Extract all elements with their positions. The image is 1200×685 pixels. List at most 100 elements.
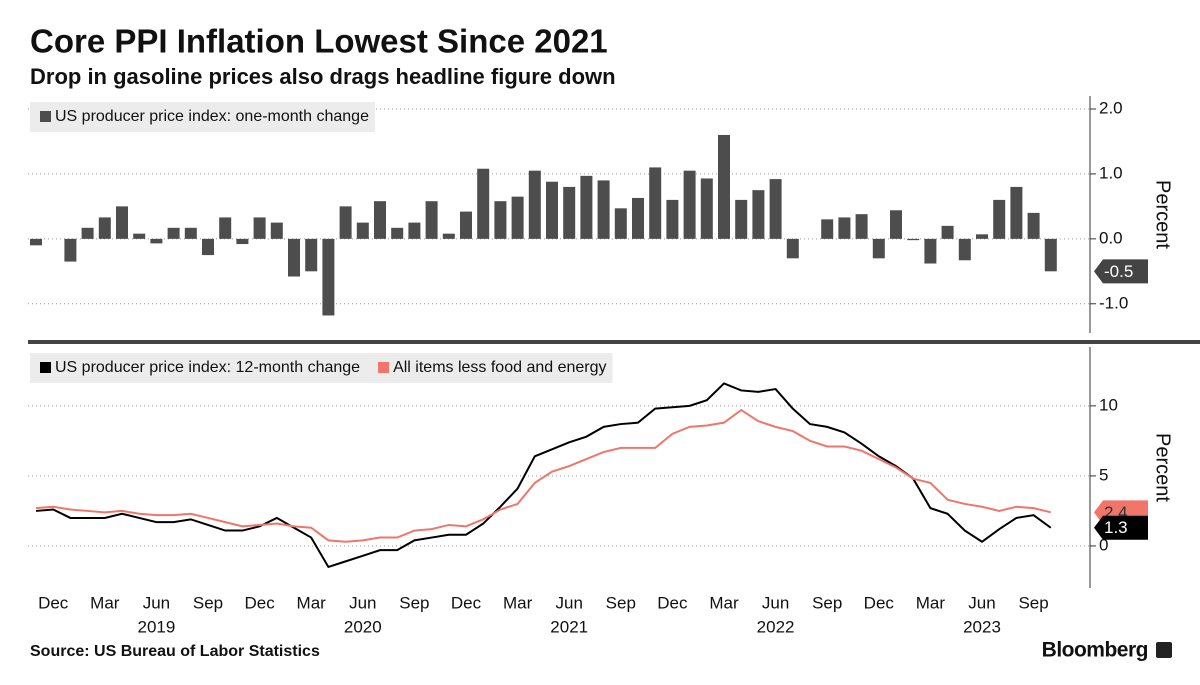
bar [666, 199, 679, 239]
bar [563, 186, 576, 239]
x-tick-label: Dec [864, 593, 895, 612]
bar [167, 227, 180, 239]
x-tick-label: Jun [762, 593, 789, 612]
bar [683, 170, 696, 239]
x-tick-label: Mar [709, 593, 739, 612]
legend-background [30, 353, 613, 383]
y-tick-label: 2.0 [1099, 98, 1123, 117]
bar [339, 206, 352, 239]
bar [356, 222, 369, 239]
bar [81, 227, 94, 239]
bar [442, 233, 455, 239]
y-axis-label: Percent [1152, 433, 1174, 502]
x-year-label: 2020 [344, 617, 382, 636]
bar [150, 238, 163, 244]
source: Source: US Bureau of Labor Statistics [30, 643, 320, 660]
y-tick-label: 5 [1099, 465, 1108, 484]
bar [718, 134, 730, 239]
bar [477, 168, 490, 239]
bar [511, 196, 524, 239]
bar [872, 238, 885, 259]
bar [1010, 186, 1023, 239]
brand-icon [1156, 642, 1172, 658]
bar [64, 238, 77, 262]
bar [1044, 238, 1057, 272]
bar [253, 217, 266, 239]
y-tick-label: 1.0 [1099, 163, 1123, 182]
legend-label: US producer price index: one-month chang… [55, 108, 369, 125]
bar [184, 227, 197, 239]
bar [821, 219, 834, 239]
x-tick-label: Dec [451, 593, 482, 612]
bar [288, 238, 300, 277]
bar [202, 238, 214, 256]
bar [116, 206, 128, 239]
bar [838, 217, 851, 239]
value-tag-label: 1.3 [1104, 518, 1128, 537]
legend: US producer price index: 12-month change… [30, 353, 613, 383]
bar [580, 175, 593, 239]
x-year-label: 2021 [550, 617, 588, 636]
y-axis-label: Percent [1152, 180, 1174, 249]
bar [494, 201, 507, 239]
legend-swatch [378, 362, 390, 373]
bar [735, 199, 748, 239]
bar [993, 199, 1006, 239]
x-year-label: 2022 [757, 617, 795, 636]
x-tick-label: Jun [555, 593, 582, 612]
value-tag [1094, 259, 1148, 284]
bar [460, 211, 472, 239]
bar [528, 170, 541, 239]
bar [649, 167, 662, 239]
bar [752, 190, 765, 239]
x-year-label: 2019 [137, 617, 175, 636]
bar [597, 180, 610, 239]
x-tick-label: Jun [349, 593, 376, 612]
x-tick-label: Dec [657, 593, 688, 612]
bar [769, 179, 782, 239]
x-tick-label: Jun [968, 593, 995, 612]
x-tick-label: Sep [193, 593, 223, 612]
bar [1027, 212, 1040, 239]
bar [322, 238, 335, 316]
bar [374, 201, 386, 239]
x-year-label: 2023 [963, 617, 1001, 636]
legend-label: All items less food and energy [393, 359, 606, 376]
legend-background [30, 102, 375, 132]
bar [236, 238, 249, 245]
y-tick-label: 0 [1099, 535, 1108, 554]
bar [958, 238, 971, 261]
x-tick-label: Mar [916, 593, 946, 612]
x-tick-label: Dec [244, 593, 275, 612]
bar [700, 178, 713, 239]
bar [425, 201, 438, 239]
x-tick-label: Sep [606, 593, 636, 612]
line [35, 408, 1052, 543]
bar [391, 227, 404, 239]
bar [855, 214, 868, 239]
y-tick-label: 0.0 [1099, 228, 1123, 247]
brand: Bloomberg [1042, 639, 1148, 662]
x-tick-label: Sep [1018, 593, 1048, 612]
bar [30, 238, 42, 246]
bar [133, 233, 146, 239]
bar [890, 210, 902, 239]
chart-subtitle: Drop in gasoline prices also drags headl… [30, 64, 616, 89]
bar [976, 234, 988, 239]
y-tick-label: 10 [1099, 395, 1118, 414]
bar [305, 238, 318, 272]
bar [408, 222, 421, 239]
bar [219, 217, 232, 239]
value-tag [1094, 515, 1148, 540]
y-tick-label: -1.0 [1099, 293, 1128, 312]
legend: US producer price index: one-month chang… [30, 102, 375, 132]
bar [632, 197, 644, 239]
bar [270, 222, 283, 239]
bar [546, 181, 558, 239]
legend-swatch [40, 362, 51, 373]
bar [614, 208, 627, 239]
chart-title: Core PPI Inflation Lowest Since 2021 [30, 23, 608, 60]
legend-swatch [40, 111, 51, 122]
x-tick-label: Mar [90, 593, 120, 612]
